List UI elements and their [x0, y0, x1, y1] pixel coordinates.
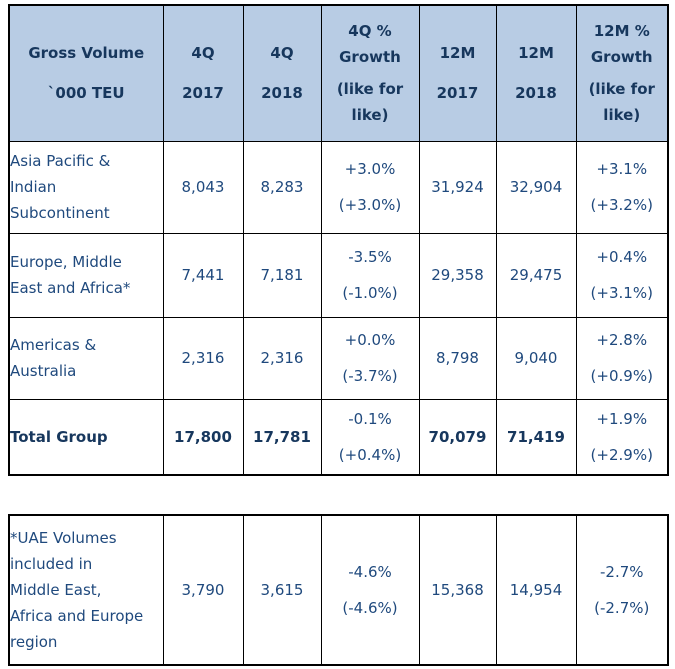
header-12m-2018: 12M 2018	[495, 4, 577, 142]
header-gross-volume: Gross Volume `000 TEU	[8, 4, 164, 142]
value-4q-growth: -4.6% (-4.6%)	[320, 514, 420, 666]
value-12m-2017: 31,924	[418, 140, 497, 234]
header-unit-line: `000 TEU	[47, 84, 125, 103]
row-uae-footnote: *UAE Volumes included in Middle East, Af…	[8, 514, 669, 666]
region-label: Americas & Australia	[8, 316, 164, 400]
table-header-row: Gross Volume `000 TEU 4Q 2017 4Q 2018 4Q…	[8, 4, 669, 142]
value-12m-growth: +0.4% (+3.1%)	[575, 232, 669, 318]
header-12m-growth: 12M % Growth (like for like)	[575, 4, 669, 142]
header-12m-2017: 12M 2017	[418, 4, 497, 142]
value-4q-growth: +3.0% (+3.0%)	[320, 140, 420, 234]
header-title-line: Gross Volume	[28, 44, 145, 63]
value-4q-2018: 17,781	[242, 398, 322, 476]
value-4q-2018: 3,615	[242, 514, 322, 666]
value-12m-2018: 71,419	[495, 398, 577, 476]
uae-footnote-table: *UAE Volumes included in Middle East, Af…	[8, 514, 669, 666]
row-asia-pacific: Asia Pacific & Indian Subcontinent 8,043…	[8, 140, 669, 234]
value-12m-growth: +1.9% (+2.9%)	[575, 398, 669, 476]
row-europe-middle-east-africa: Europe, Middle East and Africa* 7,441 7,…	[8, 232, 669, 318]
region-label: Europe, Middle East and Africa*	[8, 232, 164, 318]
header-4q-2018: 4Q 2018	[242, 4, 322, 142]
value-12m-growth: +3.1% (+3.2%)	[575, 140, 669, 234]
value-4q-2018: 2,316	[242, 316, 322, 400]
value-12m-2018: 14,954	[495, 514, 577, 666]
value-12m-2018: 32,904	[495, 140, 577, 234]
gross-volume-table: Gross Volume `000 TEU 4Q 2017 4Q 2018 4Q…	[8, 4, 669, 476]
header-4q-growth: 4Q % Growth (like for like)	[320, 4, 420, 142]
value-4q-growth: +0.0% (-3.7%)	[320, 316, 420, 400]
value-12m-2017: 15,368	[418, 514, 497, 666]
value-12m-growth: +2.8% (+0.9%)	[575, 316, 669, 400]
value-12m-2017: 29,358	[418, 232, 497, 318]
value-12m-2017: 8,798	[418, 316, 497, 400]
row-americas-australia: Americas & Australia 2,316 2,316 +0.0% (…	[8, 316, 669, 400]
value-12m-2018: 29,475	[495, 232, 577, 318]
header-4q-2017: 4Q 2017	[162, 4, 244, 142]
value-12m-growth: -2.7% (-2.7%)	[575, 514, 669, 666]
value-4q-growth: -3.5% (-1.0%)	[320, 232, 420, 318]
value-4q-2017: 7,441	[162, 232, 244, 318]
value-4q-2018: 8,283	[242, 140, 322, 234]
region-label: *UAE Volumes included in Middle East, Af…	[8, 514, 164, 666]
row-total-group: Total Group 17,800 17,781 -0.1% (+0.4%) …	[8, 398, 669, 476]
value-12m-2017: 70,079	[418, 398, 497, 476]
value-12m-2018: 9,040	[495, 316, 577, 400]
value-4q-2017: 17,800	[162, 398, 244, 476]
region-label: Asia Pacific & Indian Subcontinent	[8, 140, 164, 234]
value-4q-2018: 7,181	[242, 232, 322, 318]
value-4q-2017: 3,790	[162, 514, 244, 666]
value-4q-2017: 8,043	[162, 140, 244, 234]
value-4q-growth: -0.1% (+0.4%)	[320, 398, 420, 476]
region-label: Total Group	[8, 398, 164, 476]
value-4q-2017: 2,316	[162, 316, 244, 400]
